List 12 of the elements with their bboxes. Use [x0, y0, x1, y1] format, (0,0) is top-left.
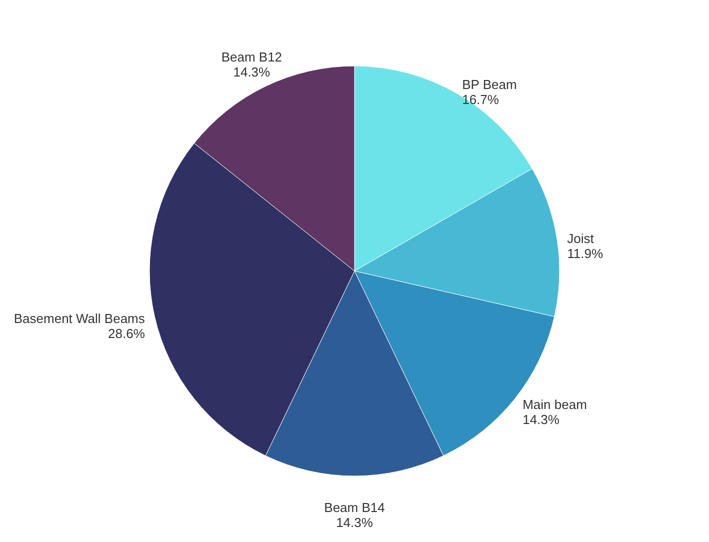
- slice-label: Beam B14: [324, 500, 385, 515]
- data-label: 11.9%: [567, 246, 604, 262]
- data-label: 14.3%: [233, 64, 271, 80]
- slice-label: Main beam: [522, 397, 587, 412]
- data-label: 14.3%: [336, 515, 374, 530]
- slice-label: Beam B12: [221, 49, 282, 64]
- slice-label: BP Beam: [462, 76, 517, 92]
- slice-label: Basement Wall Beams: [14, 310, 146, 326]
- data-label: 28.6%: [108, 326, 146, 341]
- data-label: 16.7%: [462, 92, 500, 107]
- slice-label: Joist: [567, 231, 594, 246]
- data-label: 14.3%: [522, 412, 560, 428]
